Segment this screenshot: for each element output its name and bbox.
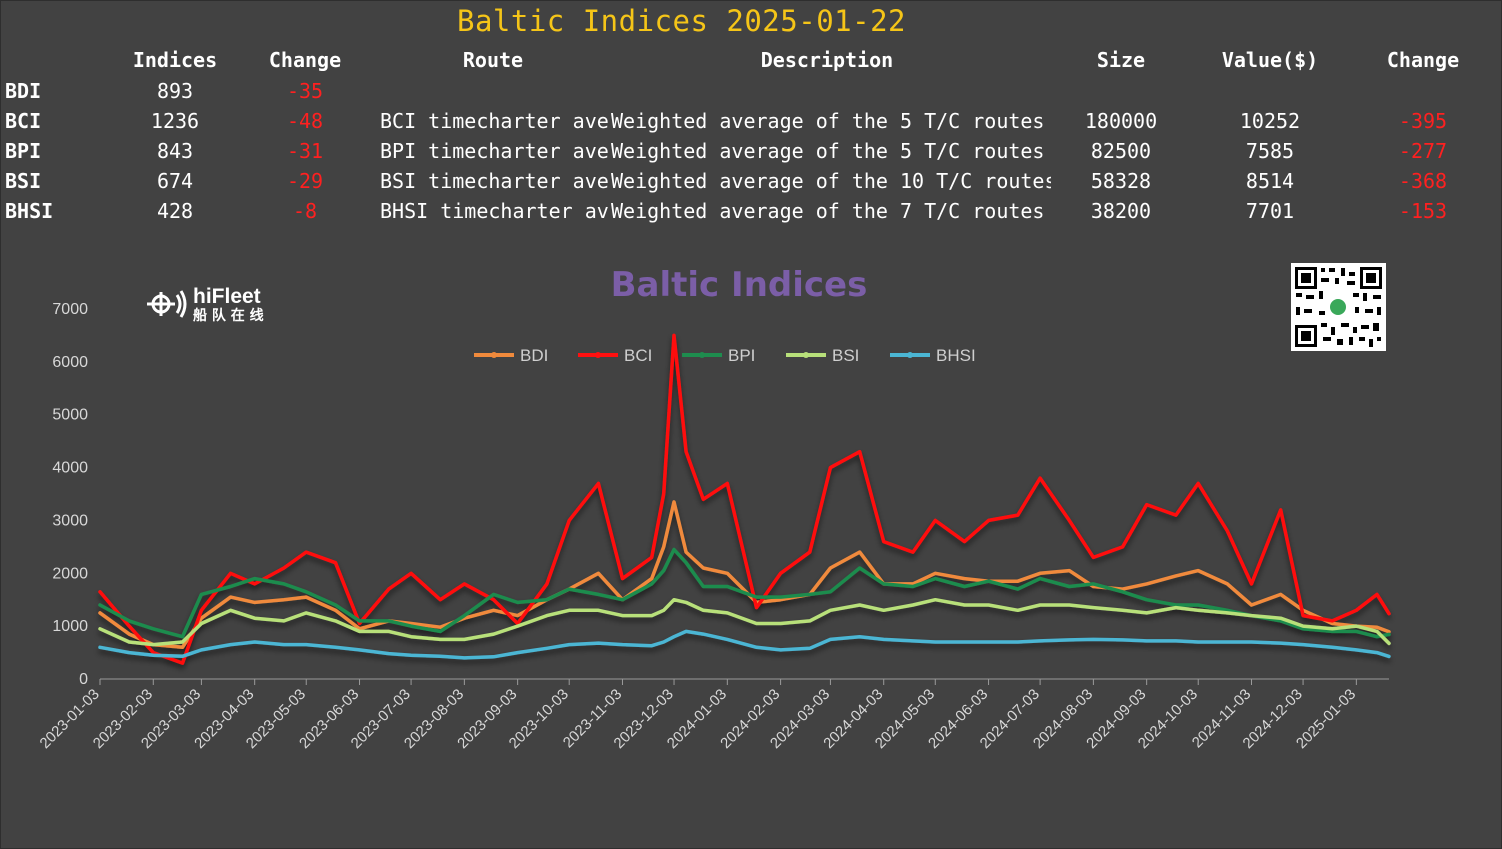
- row-route: BSI timecharter average: [380, 169, 609, 193]
- row-index-change: -48: [286, 109, 324, 133]
- legend-marker-bhsi: [907, 352, 913, 358]
- y-tick-label: 1000: [52, 618, 88, 635]
- col-header-value-change: Change: [1386, 48, 1460, 72]
- legend-label-bhsi: BHSI: [936, 346, 976, 365]
- series-line-bdi: [98, 500, 1391, 650]
- row-size: 58328: [1090, 169, 1152, 193]
- logo-brand: hiFleet: [193, 285, 261, 308]
- legend-label-bci: BCI: [624, 346, 652, 365]
- row-value-change: -153: [1398, 199, 1448, 223]
- row-value: 7701: [1245, 199, 1295, 223]
- series-line-bpi: [98, 547, 1391, 639]
- row-size: 38200: [1090, 199, 1152, 223]
- chart-title: Baltic Indices: [611, 265, 868, 305]
- y-tick-label: 5000: [52, 407, 88, 424]
- row-index-value: 428: [156, 199, 194, 223]
- x-axis: 2023-01-032023-02-032023-03-032023-04-03…: [37, 678, 1389, 752]
- col-header-value: Value($): [1221, 48, 1319, 72]
- row-index-name: BPI: [5, 139, 42, 163]
- row-size: 180000: [1084, 109, 1158, 133]
- legend-label-bsi: BSI: [832, 346, 859, 365]
- row-description: Weighted average of the 5 T/C routes: [611, 109, 1045, 133]
- row-index-name: BHSI: [5, 199, 54, 223]
- legend-label-bpi: BPI: [728, 346, 755, 365]
- row-index-change: -31: [286, 139, 324, 163]
- y-tick-label: 0: [79, 671, 88, 688]
- row-index-change: -35: [286, 79, 324, 103]
- row-index-name: BCI: [5, 109, 42, 133]
- y-axis: 0 1000 2000 3000 4000 5000 6000 7000: [52, 301, 88, 688]
- col-header-size: Size: [1096, 48, 1146, 72]
- legend-marker-bpi: [699, 352, 705, 358]
- col-header-change: Change: [268, 48, 342, 72]
- series-line-bsi: [98, 597, 1391, 647]
- row-value: 8514: [1245, 169, 1295, 193]
- series-line-bhsi: [98, 629, 1391, 660]
- qr-center-icon: [1330, 299, 1346, 315]
- row-index-value: 674: [156, 169, 194, 193]
- row-index-name: BDI: [5, 79, 42, 103]
- row-index-name: BSI: [5, 169, 42, 193]
- col-header-description: Description: [760, 48, 894, 72]
- hifleet-logo: hiFleet 船 队 在 线: [143, 283, 288, 325]
- qr-code: [1291, 263, 1386, 351]
- row-value-change: -277: [1398, 139, 1448, 163]
- col-header-route: Route: [462, 48, 524, 72]
- row-description: Weighted average of the 7 T/C routes: [611, 199, 1045, 223]
- row-description: Weighted average of the 10 T/C routes: [611, 169, 1051, 193]
- row-description: Weighted average of the 5 T/C routes: [611, 139, 1045, 163]
- row-index-change: -29: [286, 169, 324, 193]
- radar-icon: [147, 290, 187, 318]
- row-value: 10252: [1239, 109, 1301, 133]
- row-route: BPI timecharter average: [380, 139, 609, 163]
- page-title: Baltic Indices 2025-01-22: [457, 4, 906, 38]
- y-tick-label: 7000: [52, 301, 88, 318]
- row-index-value: 843: [156, 139, 194, 163]
- legend-marker-bsi: [803, 352, 809, 358]
- legend-marker-bci: [595, 352, 601, 358]
- chart-legend: BDI BCI BPI BSI BHSI: [474, 346, 976, 365]
- y-tick-label: 3000: [52, 512, 88, 529]
- legend-label-bdi: BDI: [520, 346, 548, 365]
- row-route: BCI timecharter average: [380, 109, 609, 133]
- y-tick-label: 2000: [52, 565, 88, 582]
- row-index-value: 1236: [150, 109, 200, 133]
- row-value: 7585: [1245, 139, 1295, 163]
- row-route: BHSI timecharter average: [380, 199, 609, 223]
- col-header-indices: Indices: [132, 48, 218, 72]
- series-lines: [98, 333, 1391, 665]
- logo-subtitle: 船 队 在 线: [193, 307, 264, 324]
- row-index-change: -8: [292, 199, 318, 223]
- row-value-change: -368: [1398, 169, 1448, 193]
- qr-code-image: [1295, 267, 1382, 347]
- legend-marker-bdi: [491, 352, 497, 358]
- series-line-bci: [98, 333, 1391, 665]
- row-size: 82500: [1090, 139, 1152, 163]
- row-value-change: -395: [1398, 109, 1448, 133]
- y-tick-label: 4000: [52, 460, 88, 477]
- baltic-line-chart: Baltic Indices BDI BCI BPI BSI BHSI 0 1000 200…: [37, 265, 1391, 752]
- y-tick-label: 6000: [52, 354, 88, 371]
- row-index-value: 893: [156, 79, 194, 103]
